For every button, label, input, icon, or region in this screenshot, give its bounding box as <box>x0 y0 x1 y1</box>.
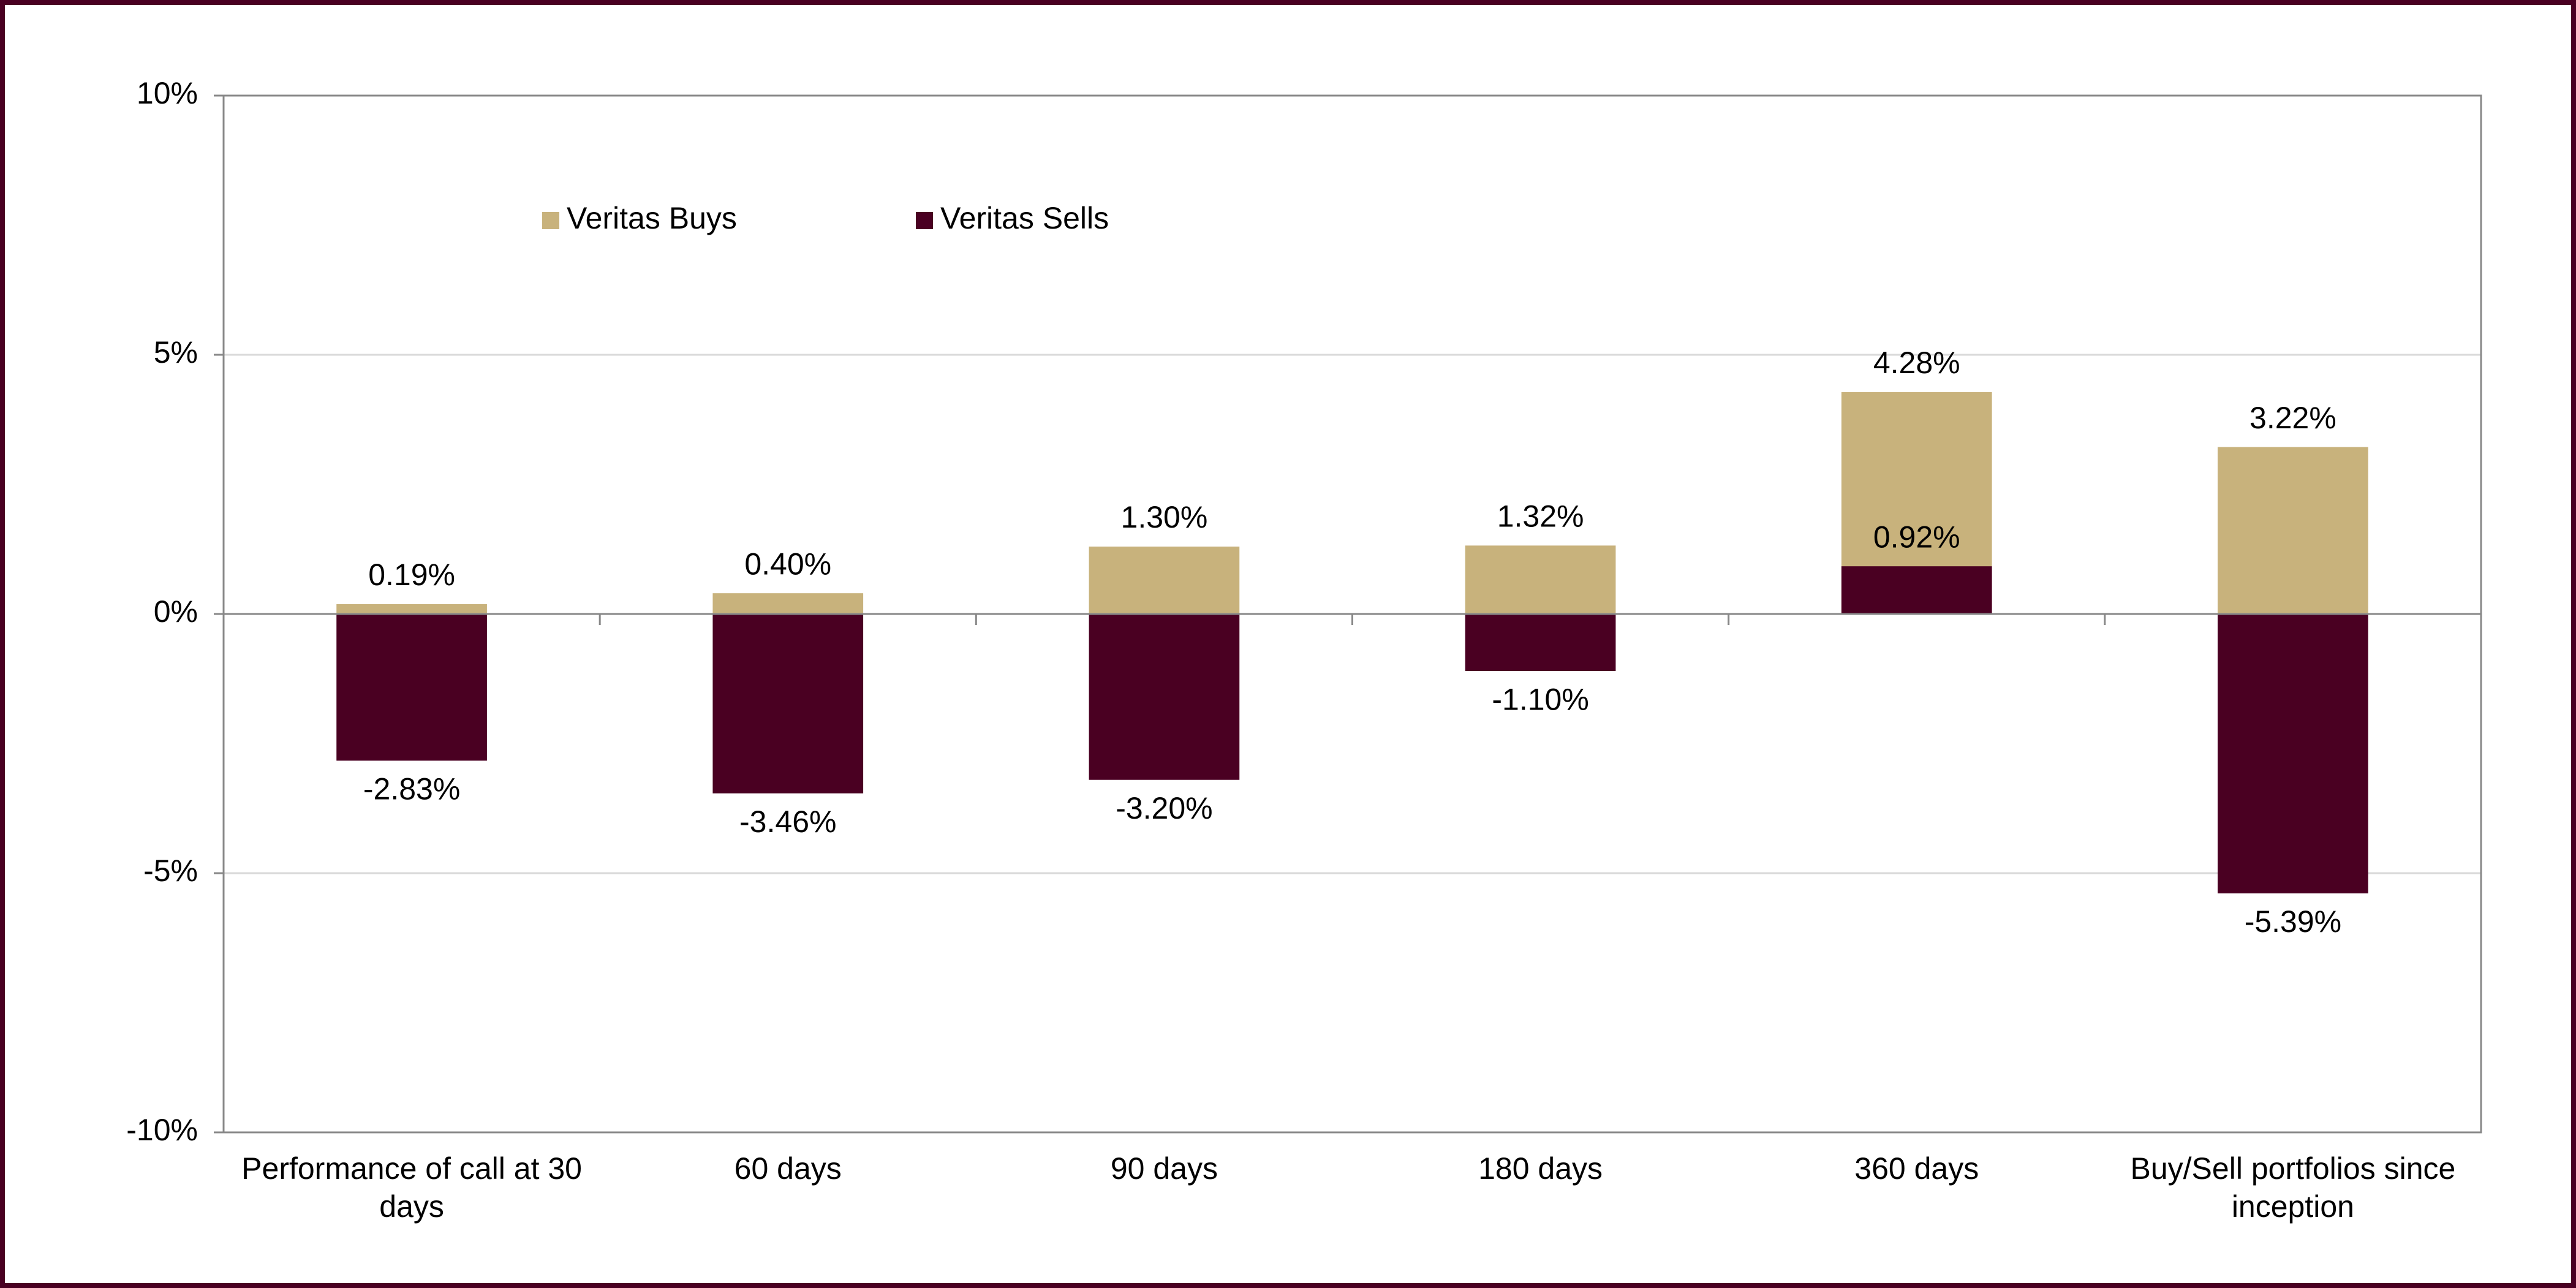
value-label: 3.22% <box>2249 401 2336 435</box>
y-tick-label: 10% <box>137 76 198 110</box>
value-label: -3.20% <box>1116 791 1212 825</box>
bar <box>336 614 487 761</box>
y-tick-label: 5% <box>154 335 198 369</box>
x-tick-label: Buy/Sell portfolios since inception <box>2130 1151 2456 1224</box>
value-label: 1.32% <box>1497 499 1584 534</box>
value-label: -2.83% <box>363 772 460 806</box>
legend-swatch <box>916 212 933 229</box>
bar <box>1089 547 1240 614</box>
value-label: 4.28% <box>1873 346 1960 380</box>
value-label: 0.40% <box>744 547 831 581</box>
x-tick-label: 60 days <box>734 1151 842 1186</box>
x-tick-label: 180 days <box>1478 1151 1603 1186</box>
value-label: -5.39% <box>2245 904 2341 939</box>
bar <box>1841 566 1992 614</box>
bar <box>1465 614 1616 672</box>
value-label: 1.30% <box>1121 500 1208 534</box>
y-tick-label: -10% <box>126 1113 198 1147</box>
value-label: 0.92% <box>1873 520 1960 554</box>
legend-label: Veritas Buys <box>567 201 737 235</box>
x-tick-label: 90 days <box>1110 1151 1218 1186</box>
value-label: -1.10% <box>1492 682 1588 716</box>
bar <box>1465 545 1616 614</box>
bar <box>336 604 487 614</box>
bar <box>1089 614 1240 780</box>
bar <box>2218 447 2368 614</box>
x-tick-label: 360 days <box>1854 1151 1979 1186</box>
bar <box>712 593 864 614</box>
x-tick-label: Performance of call at 30 days <box>241 1151 582 1224</box>
value-label: -3.46% <box>739 805 836 839</box>
y-tick-label: -5% <box>143 854 198 888</box>
legend-label: Veritas Sells <box>940 201 1109 235</box>
value-label: 0.19% <box>368 558 455 592</box>
y-tick-label: 0% <box>154 594 198 629</box>
bar <box>712 614 864 794</box>
legend-swatch <box>542 212 559 229</box>
bar <box>2218 614 2368 893</box>
